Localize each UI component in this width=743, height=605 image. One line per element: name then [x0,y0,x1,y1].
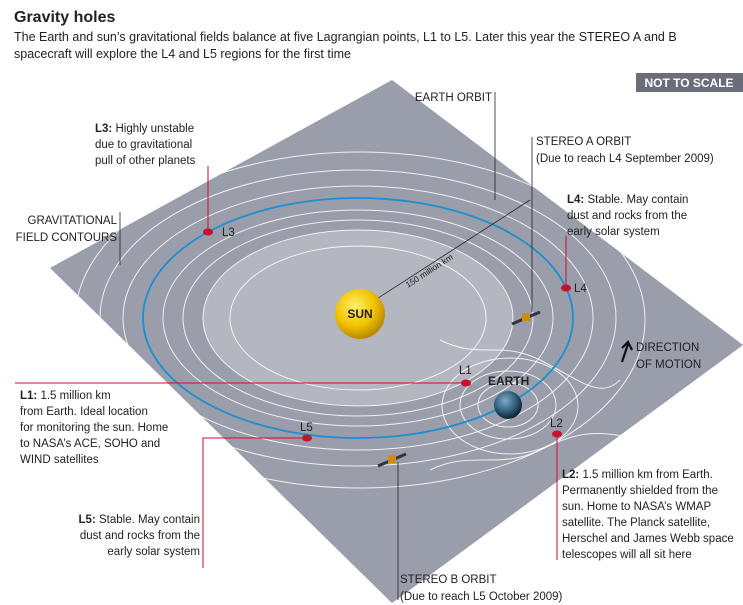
title: Gravity holes [14,9,115,26]
callout-text: 1.5 million km from Earth. [582,469,712,481]
distance-line [371,199,531,303]
point-label: L3 [222,227,235,239]
earth-orbit-label: EARTH ORBIT [415,92,492,104]
callout-text: 1.5 million km [40,390,110,402]
callout-heading: L5: [79,514,96,526]
callout-line: telescopes will all sit here [562,549,692,561]
callout-line: dust and rocks from the [567,210,687,222]
stereo-b [377,452,407,468]
callout-text: early solar system [567,226,660,238]
contours-label: GRAVITATIONAL [28,215,118,227]
callout-text: Permanently shielded from the [562,485,718,497]
callout-text: to NASA’s ACE, SOHO and [20,438,160,450]
callout-line: due to gravitational [95,139,192,151]
callout-line: WIND satellites [20,454,99,466]
stereo-a [511,310,541,326]
callout-text: Stable. May contain [587,194,688,206]
callout-heading: L2: [562,469,579,481]
callout-line: to NASA’s ACE, SOHO and [20,438,160,450]
callout-text: telescopes will all sit here [562,549,692,561]
callout-heading: L4: [567,194,584,206]
callout-text: Stable. May contain [99,514,200,526]
stereo-b-label: (Due to reach L5 October 2009) [400,591,563,603]
point-label: L1 [459,365,472,377]
callout-line: sun. Home to NASA’s WMAP [562,501,711,513]
callout-text: pull of other planets [95,155,196,167]
stereo-a-label: (Due to reach L4 September 2009) [536,153,714,165]
callout-line: for monitoring the sun. Home [20,422,168,434]
callout-text: for monitoring the sun. Home [20,422,168,434]
earth-orbit [142,197,574,439]
leader [202,437,307,568]
callout-text: WIND satellites [20,454,99,466]
callout-line: Herschel and James Webb space [562,533,734,545]
callout-line: L1: 1.5 million km [20,390,111,402]
lagrange-points [203,228,571,442]
callout-line: L3: Highly unstable [95,123,194,135]
callout-text: Highly unstable [115,123,194,135]
callouts: L3: Highly unstable due to gravitational p… [20,123,734,561]
callout-line: satellite. The Planck satellite, [562,517,710,529]
sun [335,289,385,339]
point-label: L4 [574,283,587,295]
point-label: L5 [300,422,313,434]
subtitle: spacecraft will explore the L4 and L5 re… [14,47,351,61]
contours-label: FIELD CONTOURS [16,232,118,244]
contours [74,151,646,489]
earth [494,391,522,419]
callout-text: Herschel and James Webb space [562,533,734,545]
callout-text: dust and rocks from the [567,210,687,222]
callout-line: Permanently shielded from the [562,485,718,497]
earth-label: EARTH [488,374,529,388]
callout-text: from Earth. Ideal location [20,406,148,418]
badge: NOT TO SCALE [644,76,733,90]
callout-heading: L1: [20,390,37,402]
callout-text: early solar system [107,546,200,558]
motion-label: DIRECTION [636,342,699,354]
callout-line: L2: 1.5 million km from Earth. [562,469,713,481]
callout-text: sun. Home to NASA’s WMAP [562,501,711,513]
callout-line: from Earth. Ideal location [20,406,148,418]
callout-line: dust and rocks from the [80,530,200,542]
callout-line: early solar system [567,226,660,238]
callout-line: early solar system [107,546,200,558]
callout-line: pull of other planets [95,155,196,167]
callout-line: L5: Stable. May contain [79,514,200,526]
stereo-b-label: STEREO B ORBIT [400,574,497,586]
callout-heading: L3: [95,123,112,135]
motion-label: OF MOTION [636,359,701,371]
sun-label: SUN [347,307,372,321]
callout-text: due to gravitational [95,139,192,151]
point-label: L2 [550,418,563,430]
callout-text: satellite. The Planck satellite, [562,517,710,529]
callout-text: dust and rocks from the [80,530,200,542]
subtitle: The Earth and sun’s gravitational fields… [14,30,677,44]
stereo-a-label: STEREO A ORBIT [536,136,631,148]
badge-bg [636,73,743,92]
motion-arrow [620,340,633,363]
callout-line: L4: Stable. May contain [567,194,688,206]
